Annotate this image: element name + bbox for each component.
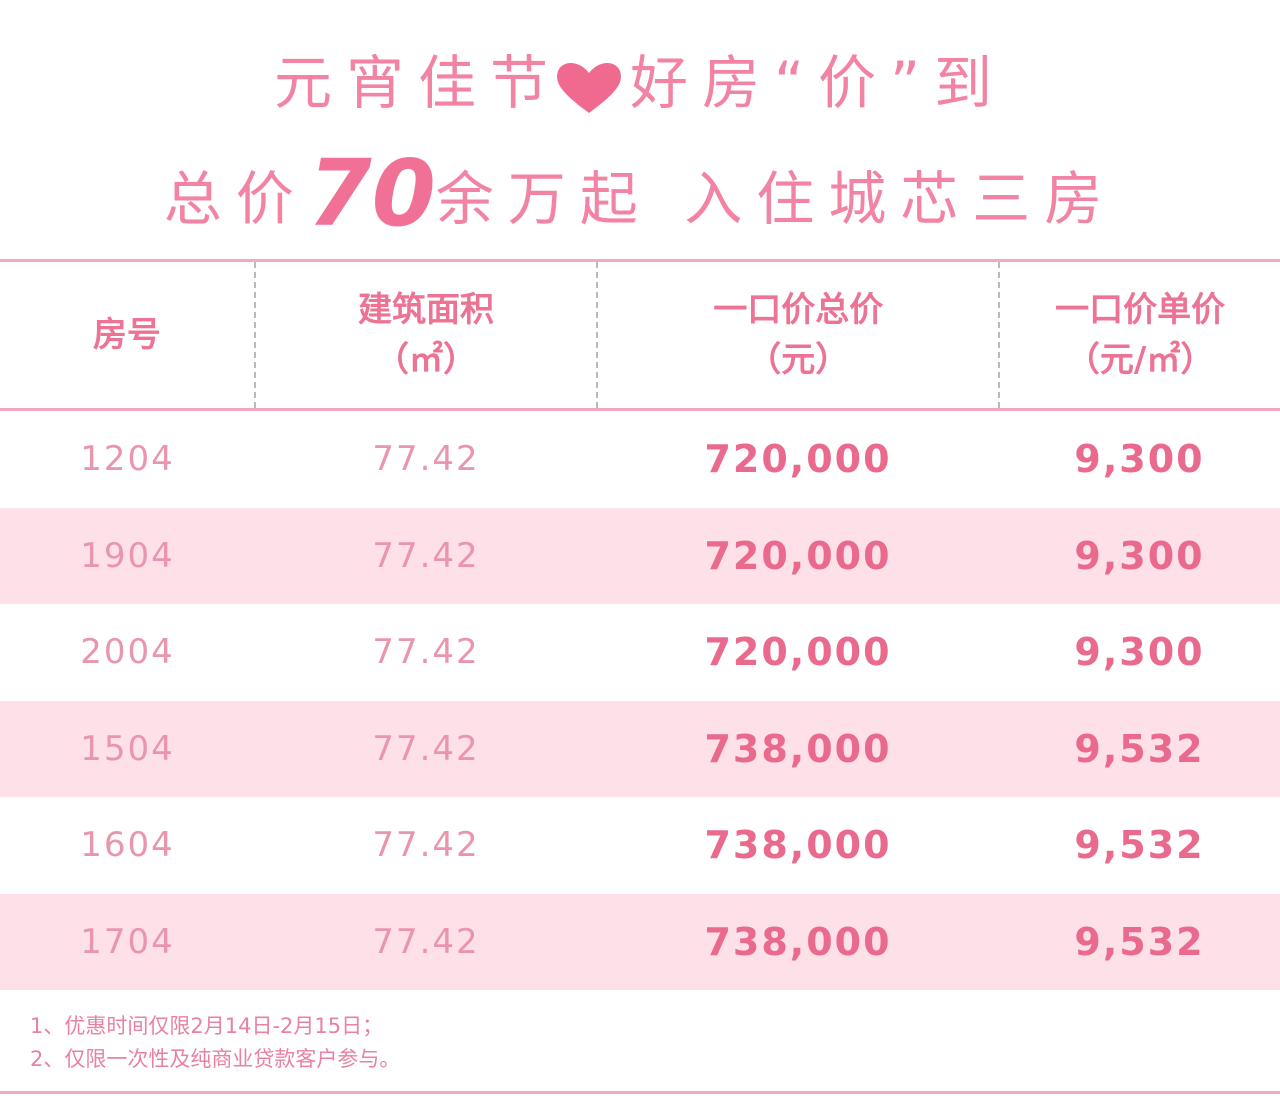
note: 2、仅限一次性及纯商业贷款客户参与。 (30, 1047, 401, 1071)
table-cell: 77.42 (372, 632, 480, 673)
heart-icon (556, 62, 621, 113)
table-row: 1604 77.42 738,000 9,532 (0, 797, 1280, 894)
table-row: 1204 77.42 720,000 9,300 (0, 411, 1280, 508)
header-label: 一口价单价 (1055, 290, 1226, 330)
table-row: 1504 77.42 738,000 9,532 (0, 700, 1280, 797)
table-cell: 9,300 (1074, 437, 1205, 482)
header-label: 一口价总价 (713, 290, 884, 330)
table-cell: 720,000 (704, 437, 892, 482)
title-line: 总价70余万起 入住城芯三房 (0, 140, 1280, 247)
table-cell: 1904 (80, 535, 175, 576)
table-cell: 720,000 (704, 533, 892, 578)
table-cell: 9,300 (1074, 533, 1205, 578)
table-cell: 77.42 (372, 535, 480, 576)
table-cell: 9,532 (1074, 726, 1205, 771)
table-cell: 77.42 (372, 728, 480, 769)
table-cell: 77.42 (372, 439, 480, 480)
table-cell: 738,000 (704, 726, 892, 771)
header-cell: 建筑面积 （㎡） (253, 262, 596, 408)
header-row: 房号 建筑面积 （㎡） 一口价总价 （元） 一口价单价 （元/㎡） (0, 259, 1280, 411)
table-cell: 738,000 (704, 919, 892, 964)
table-cell: 720,000 (704, 630, 892, 675)
title-highlight: 70 (307, 140, 436, 247)
table-cell: 1204 (80, 439, 175, 480)
title-text: 好房“价”到 (629, 49, 1007, 117)
title-text: 元宵佳节 (273, 49, 562, 117)
table-cell: 1604 (80, 825, 175, 866)
header-unit: （元） (747, 340, 850, 380)
note: 1、优惠时间仅限2月14日-2月15日； (30, 1014, 384, 1038)
header-cell: 一口价单价 （元/㎡） (998, 262, 1280, 408)
title-text: 余万起 入住城芯三房 (435, 165, 1117, 233)
price-table: 房号 建筑面积 （㎡） 一口价总价 （元） 一口价单价 （元/㎡） 1204 77.42 720,… (0, 259, 1280, 990)
header-cell: 一口价总价 （元） (596, 262, 998, 408)
table-cell: 1504 (80, 728, 175, 769)
header-label: 建筑面积 (357, 290, 494, 330)
title-line: 元宵佳节 好房“价”到 (0, 36, 1280, 120)
header-label: 房号 (92, 315, 161, 355)
table-cell: 9,532 (1074, 823, 1205, 868)
table-cell: 2004 (80, 632, 175, 673)
table-cell: 738,000 (704, 823, 892, 868)
header-unit: （㎡） (374, 340, 477, 380)
table-cell: 9,532 (1074, 919, 1205, 964)
header-unit: （元/㎡） (1065, 340, 1215, 380)
table-cell: 77.42 (372, 921, 480, 962)
table-cell: 1704 (80, 921, 175, 962)
bottom-border (0, 1091, 1280, 1094)
title-text: 总价 (163, 165, 308, 233)
table-cell: 77.42 (372, 825, 480, 866)
table-cell: 9,300 (1074, 630, 1205, 675)
table-row: 2004 77.42 720,000 9,300 (0, 604, 1280, 701)
table-row: 1704 77.42 738,000 9,532 (0, 893, 1280, 990)
header-cell: 房号 (0, 262, 254, 408)
notes: 1、优惠时间仅限2月14日-2月15日； 2、仅限一次性及纯商业贷款客户参与。 (30, 1010, 400, 1076)
table-row: 1904 77.42 720,000 9,300 (0, 507, 1280, 604)
